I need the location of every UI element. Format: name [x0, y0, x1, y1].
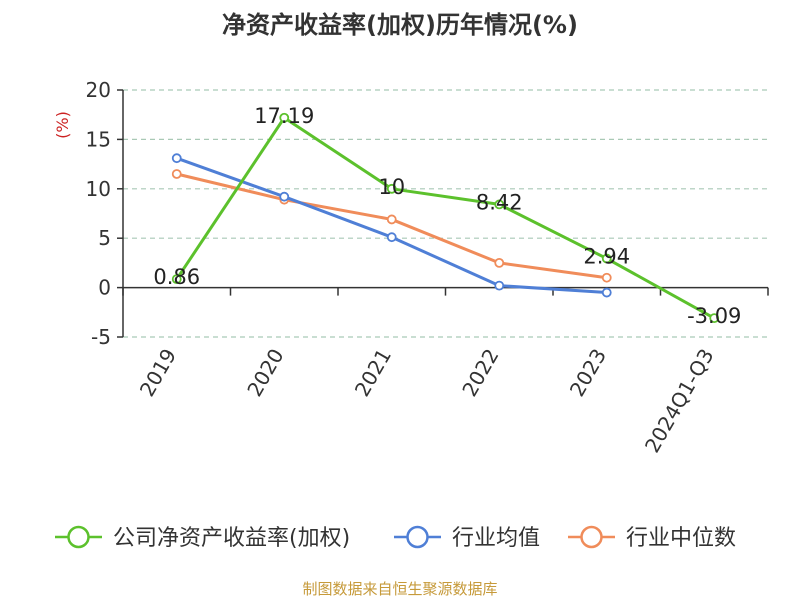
- series-line: [175, 116, 715, 320]
- data-label: -3.09: [687, 304, 741, 328]
- legend-item-1[interactable]: 行业均值: [394, 525, 540, 551]
- chart-title: 净资产收益率(加权)历年情况(%): [222, 11, 578, 39]
- data-point: [601, 272, 612, 283]
- data-point: [279, 191, 290, 202]
- data-labels: 0.86 17.19 10 8.42 2.94 -3.09: [153, 104, 741, 328]
- data-point: [171, 274, 182, 285]
- legend-label: 行业中位数: [626, 526, 736, 551]
- legend-item-0[interactable]: 公司净资产收益率(加权): [55, 525, 350, 551]
- x-tick-label: 2019: [135, 345, 181, 401]
- legend-item-2[interactable]: 行业中位数: [568, 525, 736, 551]
- legend-marker-icon: [67, 525, 90, 549]
- series-1: [171, 153, 612, 298]
- y-axis-unit-label: (%): [53, 111, 72, 139]
- x-tick-label: 2022: [457, 345, 503, 401]
- data-point: [601, 253, 612, 264]
- x-tick-label: 2024Q1-Q3: [640, 345, 719, 457]
- y-tick-label: -5: [91, 325, 111, 349]
- series-0: [171, 112, 720, 324]
- x-tick-label: 2020: [242, 345, 288, 401]
- source-note: 制图数据来自恒生聚源数据库: [302, 580, 497, 598]
- y-tick-label: 5: [98, 226, 111, 250]
- legend-label: 公司净资产收益率(加权): [113, 526, 350, 551]
- x-tick-label: 2023: [565, 345, 611, 401]
- y-tick-label: 20: [86, 78, 111, 102]
- series-lines: [171, 112, 720, 324]
- data-point: [494, 199, 505, 210]
- legend-label: 行业均值: [452, 526, 540, 551]
- data-point: [386, 214, 397, 225]
- legend-marker-icon: [580, 525, 603, 549]
- data-point: [709, 313, 720, 324]
- legend-marker-icon: [406, 525, 429, 549]
- y-tick-label: 10: [86, 177, 111, 201]
- data-label: 8.42: [476, 190, 523, 214]
- data-point: [494, 257, 505, 268]
- data-point: [386, 183, 397, 194]
- data-point: [601, 287, 612, 298]
- series-2: [171, 169, 612, 283]
- legend: 公司净资产收益率(加权) 行业均值 行业中位数: [55, 525, 736, 551]
- data-label: 0.86: [153, 265, 200, 289]
- data-point: [171, 169, 182, 179]
- data-point: [494, 280, 505, 291]
- data-label: 2.94: [583, 245, 630, 269]
- x-tick-label: 2021: [350, 345, 396, 401]
- data-point: [279, 112, 290, 123]
- data-label: 17.19: [254, 104, 314, 128]
- data-label: 10: [378, 175, 405, 199]
- y-tick-label: 0: [98, 276, 111, 300]
- data-point: [171, 153, 182, 164]
- data-point: [386, 232, 397, 243]
- y-tick-label: 15: [86, 127, 111, 151]
